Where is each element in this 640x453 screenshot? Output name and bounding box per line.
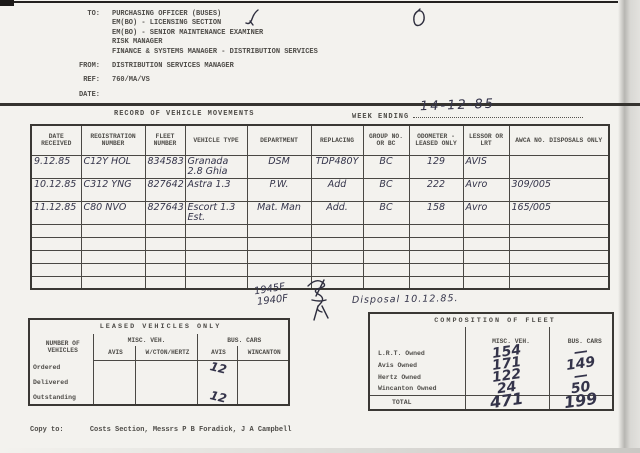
scan-corner-mark — [0, 0, 14, 6]
column-header: LESSOR OR LRT — [462, 124, 510, 156]
copy-to-value: Costs Section, Messrs P B Foradick, J A … — [89, 426, 292, 434]
column-header: FLEET NUMBER — [144, 124, 186, 156]
leased-row: Outstanding 12 — [28, 388, 290, 406]
leased-row: Ordered 12 — [28, 358, 290, 377]
week-ending-value: 14-12-85 — [419, 96, 496, 115]
record-empty-row — [30, 223, 610, 238]
from-value: DISTRIBUTION SERVICES MANAGER — [112, 62, 234, 71]
column-header: ODOMETER - LEASED ONLY — [408, 124, 464, 156]
scan-edge-bottom — [0, 448, 640, 453]
fleet-row: L.R.T. Owned 154 — — [368, 342, 614, 362]
fleet-number-note: 1940F — [256, 293, 289, 308]
fleet-total-row: TOTAL 471 199 — [368, 388, 614, 412]
column-header: REPLACING — [310, 124, 364, 156]
leased-vehicles-table: LEASED VEHICLES ONLY NUMBER OF VEHICLES … — [28, 318, 291, 406]
subcolumn-header: AVIS — [92, 346, 136, 361]
handwritten-tick-icon — [243, 8, 261, 33]
number-of-vehicles-header: NUMBER OF VEHICLES — [28, 334, 94, 360]
record-table: DATE RECEIVED REGISTRATION NUMBER FLEET … — [30, 124, 610, 290]
record-row: 10.12.85 C312 YNG 827642 Astra 1.3 P.W. … — [30, 177, 610, 202]
record-header-row: DATE RECEIVED REGISTRATION NUMBER FLEET … — [30, 124, 610, 156]
to-line: FINANCE & SYSTEMS MANAGER - DISTRIBUTION… — [112, 47, 318, 56]
dotted-line — [413, 110, 584, 118]
scribble-doodle-icon — [302, 276, 344, 327]
subcolumn-header: W/CTON/HERTZ — [134, 346, 198, 361]
ref-value: 760/MA/VS — [112, 76, 150, 85]
to-line: PURCHASING OFFICER (BUSES) — [112, 10, 222, 18]
leased-table-title: LEASED VEHICLES ONLY — [28, 319, 290, 334]
misc-veh-group-header: MISC. VEH. — [92, 334, 198, 346]
column-header: DEPARTMENT — [246, 124, 312, 156]
bus-cars-group-header: BUS. CARS — [196, 334, 290, 346]
leased-row: Delivered — [28, 375, 290, 390]
to-line: RISK MANAGER — [112, 38, 163, 47]
copy-to-line: Copy to: Costs Section, Messrs P B Forad… — [30, 426, 291, 434]
record-row: 9.12.85 C12Y HOL 834583 Granada 2.8 Ghia… — [30, 154, 610, 179]
column-header: VEHICLE TYPE — [184, 124, 248, 156]
scan-edge-right — [618, 0, 640, 453]
subcolumn-header: AVIS — [196, 346, 238, 361]
scan-edge-top — [0, 1, 640, 3]
to-line: EM(BO) - LICENSING SECTION — [112, 19, 222, 28]
to-label: TO: — [87, 10, 100, 18]
fleet-table-title: COMPOSITION OF FLEET — [368, 313, 614, 327]
handwritten-total: 471 — [489, 388, 525, 412]
circle-doodle-icon — [410, 8, 428, 39]
to-line: EM(BO) - SENIOR MAINTENANCE EXAMINER — [112, 28, 264, 37]
disposal-note: Disposal 10.12.85. — [351, 293, 459, 306]
fleet-row: Hertz Owned 122 — — [368, 366, 614, 386]
record-empty-row — [30, 249, 610, 264]
ref-label: REF: — [83, 76, 100, 85]
record-empty-row — [30, 236, 610, 251]
composition-of-fleet-table: COMPOSITION OF FLEET MISC. VEH. BUS. CAR… — [368, 312, 614, 412]
subcolumn-header: WINCANTON — [236, 346, 290, 361]
fleet-row: Wincanton Owned 24 50 — [368, 378, 614, 397]
handwritten-count: 12 — [208, 388, 229, 406]
record-row: 11.12.85 C80 NVO 827643 Escort 1.3 Est. … — [30, 200, 610, 225]
copy-to-label: Copy to: — [30, 426, 64, 434]
column-header: REGISTRATION NUMBER — [80, 124, 146, 156]
fleet-bus-header: BUS. CARS — [548, 327, 614, 347]
handwritten-count: 12 — [208, 358, 229, 377]
record-empty-row — [30, 262, 610, 277]
column-header: AWCA NO. DISPOSALS ONLY — [508, 124, 610, 156]
section-divider — [0, 103, 640, 106]
handwritten-total: 199 — [562, 388, 599, 412]
record-table-title: RECORD OF VEHICLE MOVEMENTS — [114, 110, 255, 118]
fleet-row: Avis Owned 171 149 — [368, 354, 614, 374]
from-label: FROM: — [78, 62, 100, 71]
column-header: GROUP NO. OR BC — [362, 124, 410, 156]
column-header: DATE RECEIVED — [30, 124, 82, 156]
fleet-blank-header — [368, 327, 466, 347]
memo-header: TO: PURCHASING OFFICER (BUSES) EM(BO) - … — [64, 10, 484, 100]
date-label: DATE: — [78, 90, 100, 99]
week-ending-label: WEEK ENDING — [352, 110, 584, 121]
